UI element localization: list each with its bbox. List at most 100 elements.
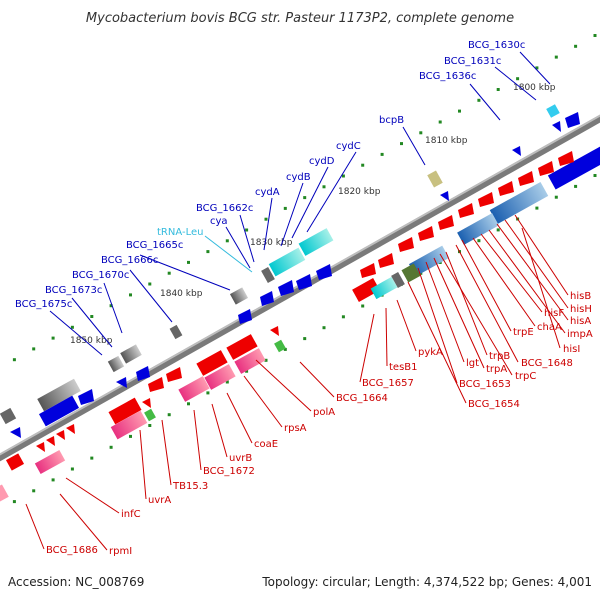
scale-tick xyxy=(283,347,287,351)
scale-tick xyxy=(32,489,36,493)
scale-tick xyxy=(458,109,461,113)
gene-feature xyxy=(270,326,279,336)
gene-label: BCG_1662c xyxy=(196,203,253,214)
gene-feature xyxy=(5,453,25,471)
scale-tick xyxy=(477,239,481,243)
scale-tick xyxy=(361,163,365,167)
gene-label: BCG_1631c xyxy=(444,56,501,67)
gene-feature xyxy=(166,367,182,382)
scale-tick xyxy=(380,152,384,156)
scale-tick xyxy=(419,131,423,135)
callout-line xyxy=(472,237,536,327)
scale-tick xyxy=(496,228,500,232)
callout-line xyxy=(306,151,357,233)
accession-text: Accession: NC_008769 xyxy=(8,575,144,589)
scale-tick xyxy=(70,325,74,329)
callout-line xyxy=(521,227,561,349)
gene-feature xyxy=(360,263,376,278)
scale-tick xyxy=(574,44,578,48)
gene-feature xyxy=(110,410,148,440)
scale-tick xyxy=(187,402,190,406)
gene-feature xyxy=(234,348,266,374)
gene-label: TB15.3 xyxy=(172,481,208,492)
gene-feature xyxy=(260,291,274,306)
callout-line xyxy=(514,214,569,296)
callout-line xyxy=(407,281,467,404)
gene-feature xyxy=(552,121,561,132)
gene-label: polA xyxy=(313,407,335,418)
gene-feature xyxy=(408,245,450,277)
scale-tick xyxy=(303,337,307,341)
gene-label: trpA xyxy=(486,364,507,375)
gene-label: BCG_1653 xyxy=(459,379,511,390)
gene-feature xyxy=(370,276,398,300)
scale-tick xyxy=(535,206,539,210)
callout-line xyxy=(263,197,273,251)
callout-line xyxy=(193,409,202,471)
gene-label: uvrA xyxy=(148,495,171,506)
scale-tick xyxy=(167,413,171,417)
kbp-label: 1840 kbp xyxy=(160,289,203,299)
kbp-label: 1810 kbp xyxy=(425,136,468,146)
gene-feature xyxy=(226,334,258,360)
gene-feature xyxy=(38,395,80,427)
gene-label: infC xyxy=(121,509,141,520)
scale-tick xyxy=(303,196,307,200)
gene-label: BCG_1666c xyxy=(101,255,158,266)
gene-label: BCG_1686 xyxy=(46,545,98,556)
scale-tick xyxy=(245,369,249,373)
scale-tick xyxy=(322,326,326,330)
callout-line xyxy=(433,257,485,369)
callout-line xyxy=(488,229,566,334)
scale-ticks xyxy=(12,34,597,504)
reverse-gene-labels: BCG_1630c BCG_1631c BCG_1636c bcpB cydC … xyxy=(15,40,525,310)
scale-tick xyxy=(593,34,597,37)
gene-feature xyxy=(401,263,421,283)
kbp-scale: 1800 kbp 1810 kbp 1820 kbp 1830 kbp 1840… xyxy=(70,83,556,346)
gene-feature xyxy=(10,427,21,438)
callout-line xyxy=(480,233,543,313)
gene-feature xyxy=(229,287,249,305)
callout-line xyxy=(496,223,569,321)
gene-label: BCG_1664 xyxy=(336,393,388,404)
gene-feature xyxy=(268,247,306,277)
gene-feature xyxy=(378,253,394,268)
gene-label: pykA xyxy=(418,347,443,358)
callout-line xyxy=(425,261,465,363)
scale-tick xyxy=(516,77,520,81)
kbp-label: 1830 kbp xyxy=(250,238,293,248)
gene-feature xyxy=(120,344,142,364)
gene-label: rpsA xyxy=(284,423,307,434)
callout-line xyxy=(139,429,147,500)
scale-tick xyxy=(129,293,132,297)
gene-feature xyxy=(518,171,534,186)
gene-feature xyxy=(316,264,332,280)
callout-line xyxy=(225,226,251,269)
gene-feature xyxy=(546,104,560,118)
gene-features xyxy=(0,104,600,502)
gene-label: cydD xyxy=(309,156,335,167)
scale-tick xyxy=(574,184,578,188)
gene-feature xyxy=(565,112,580,128)
scale-tick xyxy=(225,380,229,384)
callout-line xyxy=(49,310,103,356)
gene-label: coaE xyxy=(254,439,278,450)
callout-line xyxy=(25,503,45,550)
scale-tick xyxy=(496,88,500,91)
gene-feature xyxy=(478,192,494,207)
label-callouts xyxy=(25,51,569,551)
scale-tick xyxy=(70,467,74,471)
scale-tick xyxy=(187,260,190,264)
scale-tick xyxy=(264,358,268,362)
gene-label: tesB1 xyxy=(389,362,418,373)
gene-label: hisB xyxy=(570,291,591,302)
gene-feature xyxy=(169,324,183,340)
callout-line xyxy=(211,403,228,458)
callout-line xyxy=(65,477,120,514)
gene-label: lgt xyxy=(466,358,479,369)
callout-line xyxy=(71,297,113,348)
gene-label: rpmI xyxy=(109,546,132,557)
gene-feature xyxy=(298,228,334,256)
gene-feature xyxy=(391,271,405,289)
